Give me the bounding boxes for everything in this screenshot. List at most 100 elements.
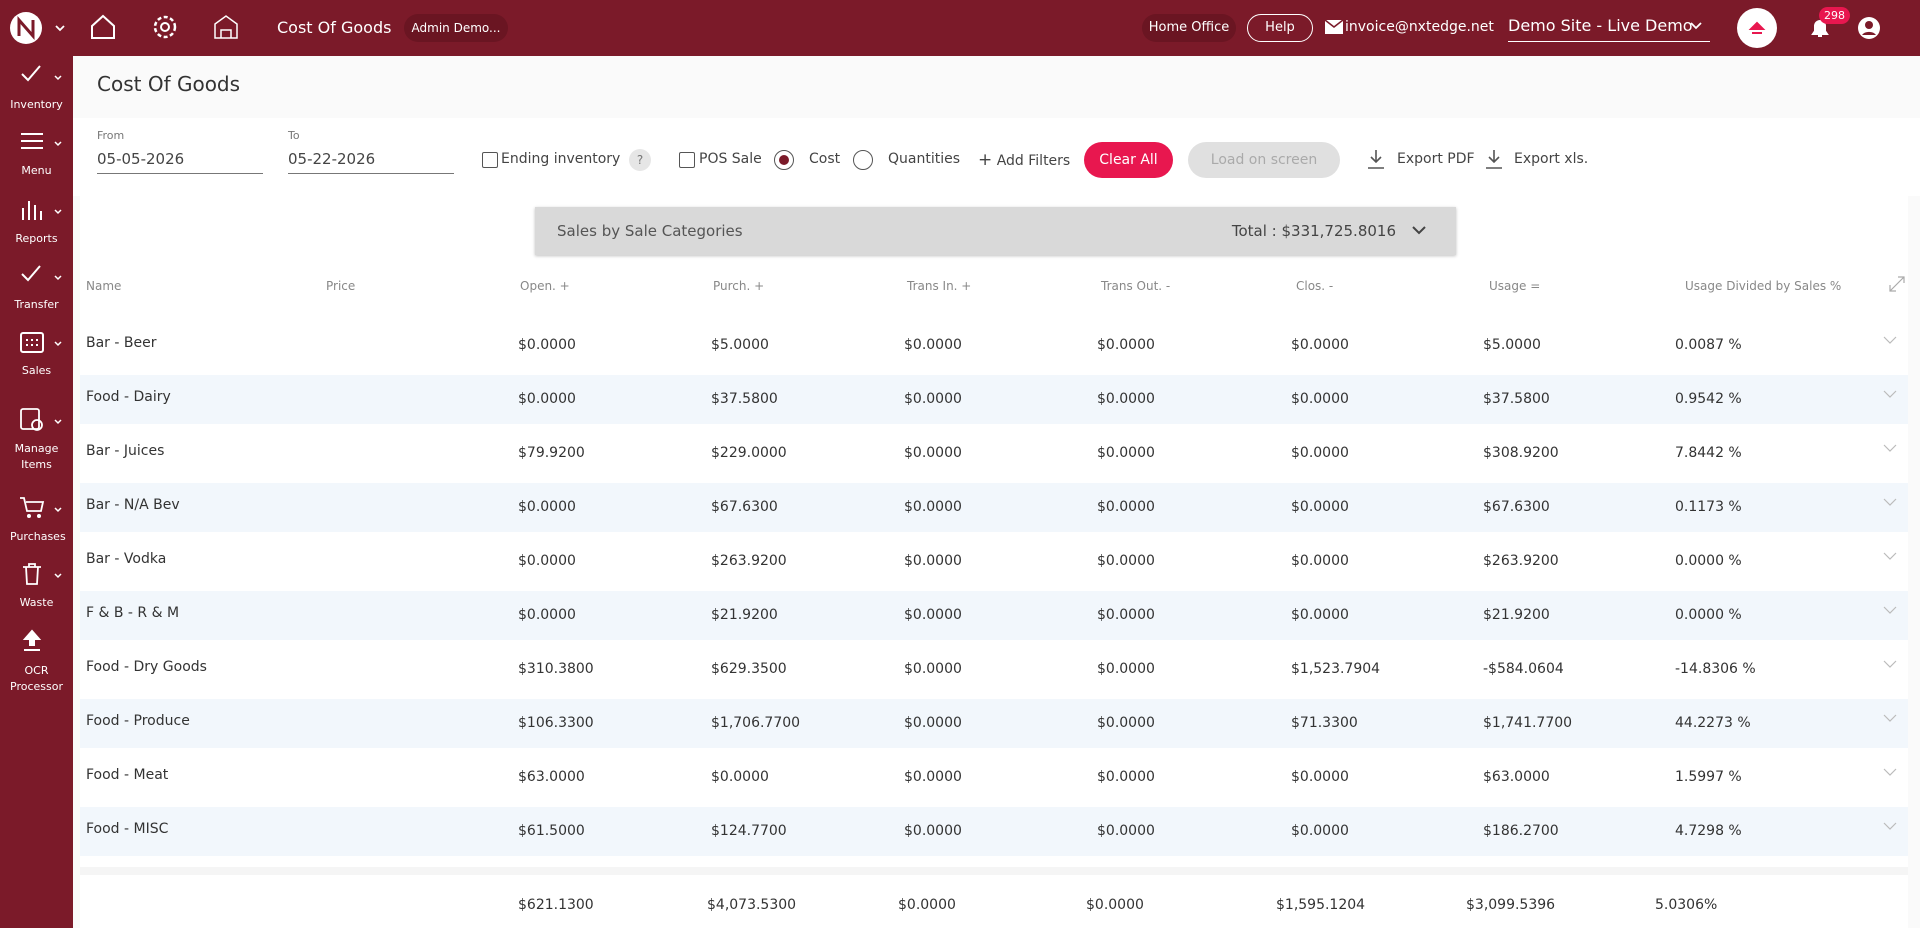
table-cell: $21.9200: [1483, 607, 1550, 623]
quantities-radio[interactable]: [853, 150, 873, 170]
sidebar-icon: [20, 133, 62, 149]
table-row[interactable]: Food - MISC $61.5000 $124.7700 $0.0000 $0.00…: [80, 807, 1908, 856]
table-row[interactable]: Food - Produce $106.3300 $1,706.7700 $0.000…: [80, 699, 1908, 748]
table-cell: $79.9200: [518, 445, 585, 461]
table-cell: $61.5000: [518, 823, 585, 839]
table-cell: $0.0000: [1291, 445, 1349, 461]
sidebar-item[interactable]: Waste: [0, 560, 73, 611]
table-row[interactable]: Bar - Juices $79.9200 $229.0000 $0.0000 $0.0…: [80, 429, 1908, 478]
row-expand[interactable]: [1883, 443, 1897, 453]
upload-button[interactable]: [1737, 8, 1777, 48]
site-select[interactable]: Demo Site - Live Demo: [1508, 16, 1710, 42]
clear-all-button[interactable]: Clear All: [1084, 142, 1173, 178]
expand-icon[interactable]: [1888, 275, 1906, 293]
table-row[interactable]: Bar - Vodka $0.0000 $263.9200 $0.0000 $0.000…: [80, 537, 1908, 586]
total-cell: $3,099.5396: [1466, 897, 1556, 913]
settings-icon[interactable]: [150, 12, 180, 42]
sidebar-item[interactable]: Reports: [0, 196, 73, 247]
sidebar-item[interactable]: Inventory: [0, 62, 73, 113]
from-date[interactable]: 05-05-2026: [97, 150, 263, 174]
table-cell: $0.0000: [1097, 499, 1155, 515]
table-cell: $0.0000: [1097, 391, 1155, 407]
to-date[interactable]: 05-22-2026: [288, 150, 454, 174]
row-expand[interactable]: [1883, 605, 1897, 615]
add-filters[interactable]: + Add Filters: [978, 150, 1071, 170]
table-cell: Food - Produce: [86, 713, 190, 729]
help-icon[interactable]: ?: [629, 149, 651, 171]
home-icon[interactable]: [88, 12, 118, 42]
table-cell: Bar - Juices: [86, 443, 165, 459]
table-cell: $67.6300: [1483, 499, 1550, 515]
sidebar-label: Menu: [21, 164, 52, 177]
sidebar-item[interactable]: Purchases: [0, 494, 73, 545]
row-expand[interactable]: [1883, 821, 1897, 831]
table-row[interactable]: F & B - R & M $0.0000 $21.9200 $0.0000 $0.00…: [80, 591, 1908, 640]
user-badge[interactable]: Admin Demo...: [404, 14, 508, 42]
table-row[interactable]: Food - Dairy $0.0000 $37.5800 $0.0000 $0.000…: [80, 375, 1908, 424]
row-expand[interactable]: [1883, 335, 1897, 345]
table-cell: 0.0000 %: [1675, 607, 1742, 623]
row-expand[interactable]: [1883, 551, 1897, 561]
sidebar: Inventory Menu Reports Transfer Sales Manage …: [0, 56, 73, 928]
table-cell: $0.0000: [904, 445, 962, 461]
load-button[interactable]: Load on screen: [1188, 142, 1340, 178]
location-button[interactable]: Home Office: [1142, 14, 1236, 42]
column-header[interactable]: Price: [326, 279, 356, 293]
column-header[interactable]: Usage =: [1489, 279, 1541, 293]
sidebar-item[interactable]: Transfer: [0, 262, 73, 313]
column-header[interactable]: Clos. -: [1296, 279, 1334, 293]
cost-radio[interactable]: [774, 150, 794, 170]
table-cell: $0.0000: [518, 553, 576, 569]
row-expand[interactable]: [1883, 497, 1897, 507]
column-header[interactable]: Trans In. +: [907, 279, 972, 293]
bell-icon[interactable]: [1808, 16, 1832, 40]
table-cell: $67.6300: [711, 499, 778, 515]
row-expand[interactable]: [1883, 767, 1897, 777]
row-expand[interactable]: [1883, 713, 1897, 723]
table-cell: $0.0000: [1097, 769, 1155, 785]
store-icon[interactable]: [211, 12, 241, 42]
sidebar-label: Inventory: [10, 98, 63, 111]
column-header[interactable]: Open. +: [520, 279, 570, 293]
table-cell: 44.2273 %: [1675, 715, 1751, 731]
sidebar-item[interactable]: Menu: [0, 128, 73, 179]
row-expand[interactable]: [1883, 389, 1897, 399]
table-row[interactable]: Food - Meat $63.0000 $0.0000 $0.0000 $0.0000…: [80, 753, 1908, 802]
account-icon[interactable]: [1857, 16, 1881, 40]
table-cell: $629.3500: [711, 661, 787, 677]
summary-bar[interactable]: Sales by Sale Categories Total : $331,72…: [535, 207, 1456, 255]
pos-sale-checkbox[interactable]: [679, 152, 695, 168]
sidebar-icon: [19, 497, 62, 518]
table-row[interactable]: Bar - Beer $0.0000 $5.0000 $0.0000 $0.0000 $0…: [80, 321, 1908, 370]
table-cell: -$584.0604: [1483, 661, 1564, 677]
logo[interactable]: [8, 10, 68, 46]
sidebar-item[interactable]: OCR Processor: [0, 628, 73, 695]
table-cell: $0.0000: [904, 661, 962, 677]
export-pdf[interactable]: Export PDF: [1397, 151, 1475, 167]
filter-bar: [73, 118, 1920, 196]
help-button[interactable]: Help: [1247, 14, 1313, 42]
row-expand[interactable]: [1883, 659, 1897, 669]
sidebar-icon: [20, 65, 62, 82]
column-header[interactable]: Usage Divided by Sales %: [1685, 279, 1842, 293]
table-cell: 1.5997 %: [1675, 769, 1742, 785]
table-cell: $5.0000: [711, 337, 769, 353]
table-cell: $0.0000: [904, 391, 962, 407]
table-cell: Food - MISC: [86, 821, 169, 837]
sidebar-item[interactable]: Manage Items: [0, 406, 73, 473]
total-cell: $0.0000: [898, 897, 956, 913]
ending-inventory-checkbox[interactable]: [482, 152, 498, 168]
sidebar-icon: [22, 563, 62, 585]
export-xls[interactable]: Export xls.: [1514, 151, 1589, 167]
column-header[interactable]: Trans Out. -: [1101, 279, 1171, 293]
sidebar-item[interactable]: Sales: [0, 328, 73, 379]
table-cell: $0.0000: [1291, 607, 1349, 623]
cost-label: Cost: [809, 151, 841, 167]
sidebar-label: Sales: [21, 364, 52, 377]
table-row[interactable]: Bar - N/A Bev $0.0000 $67.6300 $0.0000 $0.00…: [80, 483, 1908, 532]
table-row[interactable]: Food - Dry Goods $310.3800 $629.3500 $0.000…: [80, 645, 1908, 694]
sidebar-icon: [21, 201, 62, 220]
column-header[interactable]: Purch. +: [713, 279, 765, 293]
column-header[interactable]: Name: [86, 279, 122, 293]
sidebar-label: OCR Processor: [10, 664, 63, 693]
